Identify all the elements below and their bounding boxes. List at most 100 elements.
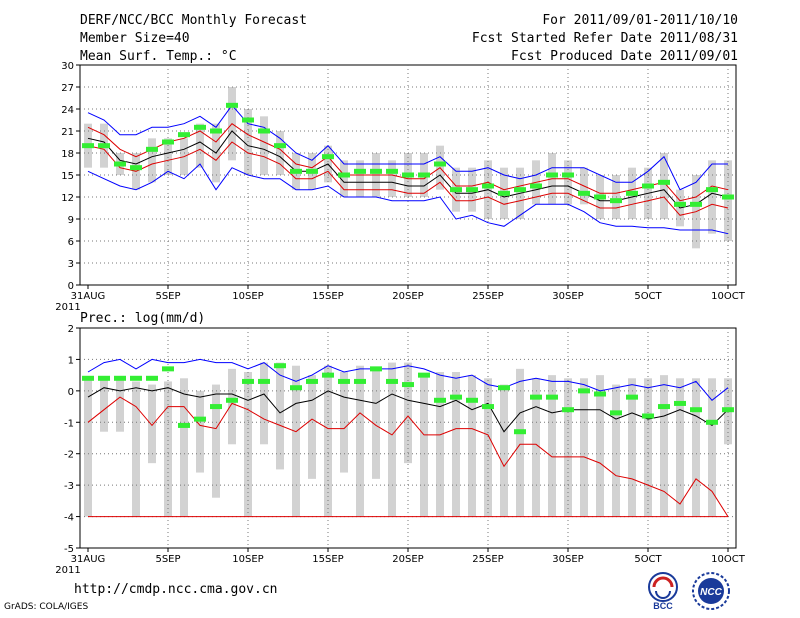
p2-observed-mark (306, 378, 318, 384)
p2-observed-mark (274, 363, 286, 369)
p2-spread-bar (212, 384, 220, 498)
p2-spread-bar (292, 365, 300, 517)
p1-observed-mark (210, 128, 222, 134)
p1-observed-mark (418, 172, 430, 178)
p1-observed-mark (514, 187, 526, 193)
p2-spread-bar (356, 365, 364, 517)
forecast-start-date: Fcst Started Refer Date 2011/08/31 (471, 31, 738, 46)
p2-spread-bar (260, 362, 268, 445)
p2-spread-bar (644, 378, 652, 517)
p1-x-tick-label: 10OCT (711, 291, 746, 302)
p1-y-tick-label: 18 (61, 149, 74, 160)
p2-x-tick-label: 20SEP (392, 554, 423, 565)
p2-y-tick-label: -3 (64, 481, 74, 492)
p2-spread-bar (596, 375, 604, 517)
p2-observed-mark (706, 419, 718, 425)
p2-spread-bar (84, 378, 92, 517)
p1-y-tick-label: 24 (61, 105, 74, 116)
p2-observed-mark (658, 404, 670, 410)
p2-observed-mark (610, 410, 622, 416)
p1-observed-mark (98, 143, 110, 149)
p1-spread-bar (340, 160, 348, 197)
p2-spread-bar (484, 378, 492, 517)
p1-observed-mark (546, 172, 558, 178)
p2-spread-bar (148, 384, 156, 464)
prec-panel-title: Prec.: log(mm/d) (80, 311, 205, 326)
p2-spread-bar (308, 375, 316, 479)
p2-spread-bar (276, 362, 284, 470)
p2-observed-mark (242, 378, 254, 384)
p2-x-tick-label: 10SEP (232, 554, 263, 565)
p1-year-label: 2011 (55, 302, 80, 313)
p2-spread-bar (100, 378, 108, 432)
p1-series-max (87, 104, 728, 191)
p2-observed-mark (546, 394, 558, 400)
p2-year-label: 2011 (55, 565, 80, 576)
p2-observed-mark (178, 422, 190, 428)
p1-observed-mark (594, 194, 606, 200)
p1-spread-bar (196, 123, 204, 168)
p1-observed-mark (722, 194, 734, 200)
p1-y-tick-label: 15 (61, 171, 74, 182)
p1-observed-mark (146, 146, 158, 152)
p2-spread-bar (116, 378, 124, 432)
member-size-label: Member Size=40 (80, 31, 190, 46)
p1-x-tick-label: 31AUG (71, 291, 106, 302)
p2-spread-bar (532, 378, 540, 517)
bcc-logo-text: BCC (653, 601, 673, 611)
p2-observed-mark (146, 375, 158, 381)
p2-series-max (87, 358, 729, 401)
p2-observed-mark (594, 391, 606, 397)
p2-x-tick-label: 5OCT (634, 554, 662, 565)
p1-observed-mark (290, 168, 302, 174)
forecast-period: For 2011/09/01-2011/10/10 (542, 13, 738, 28)
p1-spread-bar (148, 138, 156, 183)
p2-observed-mark (450, 394, 462, 400)
p1-y-tick-label: 21 (61, 127, 74, 138)
p1-spread-bar (660, 153, 668, 219)
p2-observed-mark (338, 378, 350, 384)
p2-y-tick-label: 2 (68, 324, 74, 335)
chart-title: DERF/NCC/BCC Monthly Forecast (80, 13, 307, 28)
p1-spread-bar (260, 116, 268, 175)
p2-spread-bar (436, 372, 444, 517)
p2-y-tick-label: -2 (64, 450, 74, 461)
p2-spread-bar (612, 384, 620, 517)
p2-observed-mark (210, 404, 222, 410)
p1-spread-bar (164, 138, 172, 175)
p2-observed-mark (194, 416, 206, 422)
p1-observed-mark (706, 187, 718, 193)
p2-spread-bar (692, 378, 700, 517)
p2-y-tick-label: 1 (68, 355, 74, 366)
ncc-logo-text: NCC (700, 587, 722, 598)
p2-observed-mark (642, 413, 654, 419)
p1-observed-mark (162, 139, 174, 145)
p2-spread-bar (676, 378, 684, 517)
p2-observed-mark (162, 366, 174, 372)
p2-observed-mark (674, 400, 686, 406)
p1-observed-mark (114, 161, 126, 167)
p2-y-tick-label: -4 (64, 513, 74, 524)
p1-y-tick-label: 0 (68, 281, 74, 292)
p1-observed-mark (450, 187, 462, 193)
p2-spread-bar (180, 378, 188, 517)
p2-observed-mark (354, 378, 366, 384)
p2-observed-mark (562, 407, 574, 413)
p2-spread-bar (468, 375, 476, 517)
p1-observed-mark (386, 168, 398, 174)
p2-observed-mark (722, 407, 734, 413)
p2-observed-mark (482, 404, 494, 410)
p1-spread-bar (388, 160, 396, 197)
p2-spread-bar (452, 372, 460, 517)
p1-y-tick-label: 9 (68, 215, 74, 226)
p2-spread-bar (628, 378, 636, 517)
p1-y-tick-label: 12 (61, 193, 74, 204)
website-url[interactable]: http://cmdp.ncc.cma.gov.cn (74, 582, 278, 597)
p1-observed-mark (642, 183, 654, 189)
p1-x-tick-label: 10SEP (232, 291, 263, 302)
p2-x-tick-label: 30SEP (552, 554, 583, 565)
p2-y-tick-label: -5 (64, 544, 74, 555)
p1-observed-mark (322, 154, 334, 160)
p2-observed-mark (402, 382, 414, 388)
bcc-logo: BCC (648, 572, 678, 611)
